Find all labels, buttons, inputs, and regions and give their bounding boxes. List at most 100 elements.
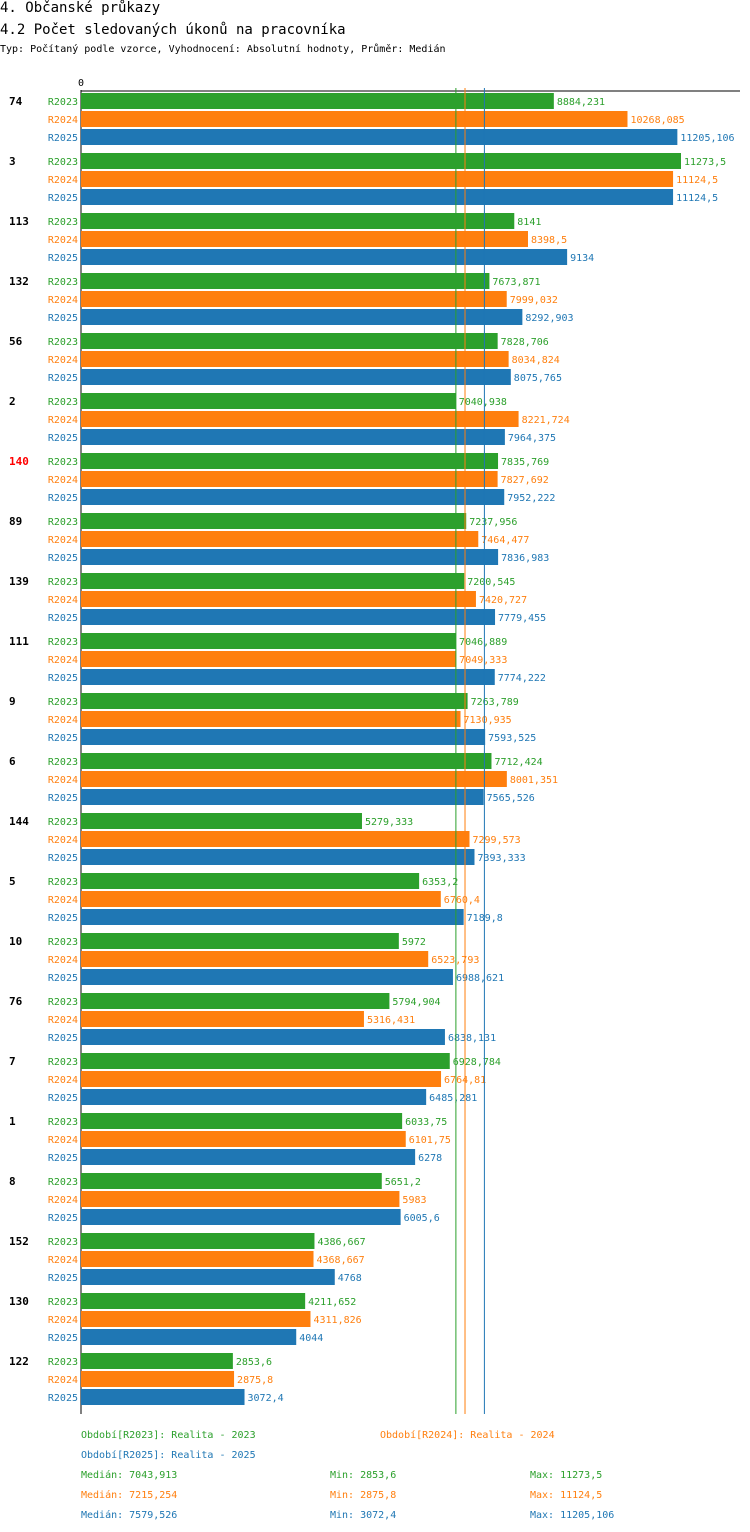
bar-value-label: 7827,692 (501, 475, 549, 486)
series-label: R2025 (48, 1213, 78, 1224)
series-label: R2023 (48, 157, 78, 168)
bar-value-label: 7420,727 (479, 595, 527, 606)
bar-value-label: 10268,085 (630, 115, 684, 126)
series-label: R2025 (48, 913, 78, 924)
bar-value-label: 4044 (299, 1333, 323, 1344)
bar-value-label: 6278 (418, 1153, 442, 1164)
category-label: 2 (9, 395, 16, 408)
series-label: R2025 (48, 793, 78, 804)
bar-value-label: 7774,222 (498, 673, 546, 684)
bar (81, 933, 399, 949)
bar (81, 393, 456, 409)
bar (81, 1293, 306, 1309)
chart-subtitle: 4.2 Počet sledovaných úkonů na pracovník… (0, 22, 346, 38)
stat-min: Min: 2875,8 (330, 1490, 396, 1501)
series-label: R2023 (48, 1117, 78, 1128)
bar-value-label: 6353,2 (422, 877, 458, 888)
bar (81, 693, 468, 709)
series-label: R2024 (48, 1195, 78, 1206)
bar (81, 831, 470, 847)
page-title: 4. Občanské průkazy (0, 0, 161, 16)
series-label: R2025 (48, 493, 78, 504)
series-label: R2023 (48, 1177, 78, 1188)
bar-value-label: 8001,351 (510, 775, 558, 786)
category-label: 1 (9, 1115, 16, 1128)
stat-min: Min: 2853,6 (330, 1470, 396, 1481)
bar (81, 753, 492, 769)
bar (81, 129, 678, 145)
bar-value-label: 7237,956 (469, 517, 517, 528)
series-label: R2023 (48, 277, 78, 288)
bar-value-label: 7712,424 (494, 757, 542, 768)
series-label: R2025 (48, 853, 78, 864)
bar-value-label: 6838,131 (448, 1033, 496, 1044)
series-label: R2025 (48, 433, 78, 444)
bar-value-label: 11124,5 (676, 175, 718, 186)
bar-value-label: 5651,2 (385, 1177, 421, 1188)
bar (81, 333, 498, 349)
series-label: R2023 (48, 757, 78, 768)
bar (81, 153, 681, 169)
bar (81, 993, 390, 1009)
bar (81, 891, 441, 907)
legend-item: Období[R2023]: Realita - 2023 (81, 1429, 256, 1441)
bar-value-label: 7263,789 (471, 697, 519, 708)
category-label: 122 (9, 1355, 29, 1368)
series-label: R2025 (48, 733, 78, 744)
series-label: R2025 (48, 133, 78, 144)
series-label: R2025 (48, 1153, 78, 1164)
bar-value-label: 6033,75 (405, 1117, 447, 1128)
bar (81, 1149, 416, 1165)
bar (81, 1233, 315, 1249)
bar-value-label: 6005,6 (404, 1213, 440, 1224)
bar (81, 549, 499, 565)
x-axis-zero-label: 0 (78, 78, 84, 89)
category-label: 9 (9, 695, 16, 708)
bar-value-label: 7130,935 (464, 715, 512, 726)
bar (81, 591, 476, 607)
bar-value-label: 5279,333 (365, 817, 413, 828)
series-label: R2024 (48, 775, 78, 786)
bar (81, 471, 498, 487)
bar-value-label: 6760,4 (444, 895, 480, 906)
category-label: 130 (9, 1295, 29, 1308)
bar-value-label: 6523,793 (431, 955, 479, 966)
bar (81, 669, 495, 685)
bar-value-label: 7200,545 (467, 577, 515, 588)
series-label: R2023 (48, 457, 78, 468)
bar (81, 111, 628, 127)
bar (81, 1131, 406, 1147)
bar (81, 1053, 450, 1069)
bar (81, 951, 429, 967)
bar-value-label: 8075,765 (514, 373, 562, 384)
bar (81, 351, 509, 367)
bar-value-label: 7565,526 (487, 793, 535, 804)
bar (81, 1353, 233, 1369)
bar-value-label: 7835,769 (501, 457, 549, 468)
series-label: R2025 (48, 1333, 78, 1344)
category-label: 152 (9, 1235, 29, 1248)
bar (81, 1191, 400, 1207)
series-label: R2024 (48, 595, 78, 606)
bar-value-label: 4768 (338, 1273, 362, 1284)
bar-value-label: 8034,824 (512, 355, 560, 366)
series-label: R2024 (48, 895, 78, 906)
series-label: R2025 (48, 253, 78, 264)
series-label: R2023 (48, 1357, 78, 1368)
category-label: 76 (9, 995, 23, 1008)
bar (81, 1173, 382, 1189)
series-label: R2025 (48, 373, 78, 384)
bar-value-label: 8141 (517, 217, 541, 228)
series-label: R2025 (48, 673, 78, 684)
bar (81, 573, 465, 589)
bar (81, 1029, 445, 1045)
category-label: 139 (9, 575, 29, 588)
series-label: R2023 (48, 697, 78, 708)
bar-value-label: 11124,5 (676, 193, 718, 204)
stat-median: Medián: 7215,254 (81, 1489, 177, 1501)
stat-min: Min: 3072,4 (330, 1510, 396, 1521)
bar-value-label: 4386,667 (317, 1237, 365, 1248)
series-label: R2023 (48, 817, 78, 828)
category-label: 7 (9, 1055, 16, 1068)
bar (81, 513, 467, 529)
